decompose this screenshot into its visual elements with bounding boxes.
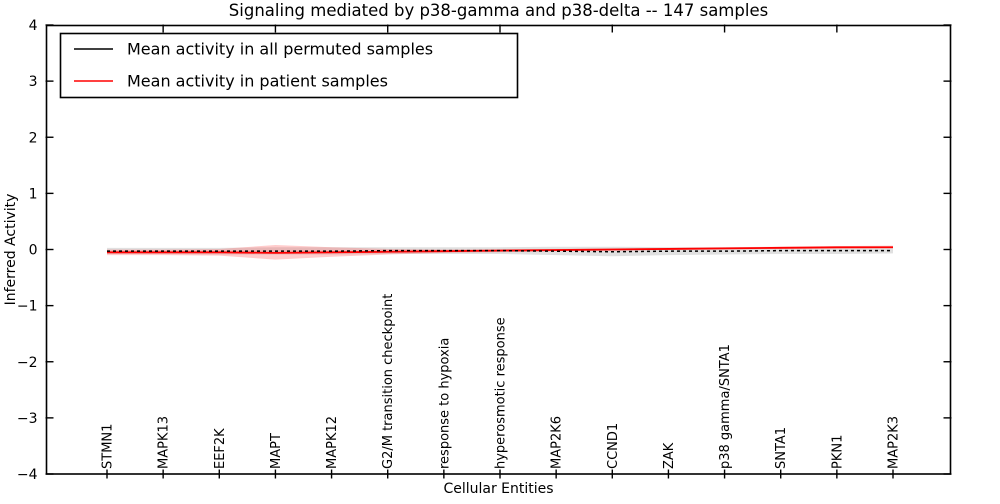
x-category-label: PKN1: [830, 435, 845, 469]
x-category-label: hyperosmotic response: [494, 317, 509, 469]
chart-title: Signaling mediated by p38-gamma and p38-…: [229, 1, 768, 20]
y-tick-label: −2: [17, 355, 38, 371]
x-category-label: p38 gamma/SNTA1: [718, 344, 733, 469]
x-category-label: CCND1: [606, 423, 621, 469]
legend-entry-label: Mean activity in patient samples: [127, 72, 388, 91]
y-tick-label: −4: [17, 467, 38, 483]
x-category-label: MAP2K3: [887, 416, 902, 469]
x-axis-label: Cellular Entities: [443, 481, 553, 497]
y-tick-label: 3: [29, 74, 38, 90]
x-category-label: ZAK: [662, 442, 677, 469]
y-axis-label: Inferred Activity: [3, 194, 19, 306]
x-category-label: MAPK12: [325, 416, 340, 469]
y-tick-label: 2: [29, 130, 38, 146]
series-patient-line: [107, 246, 893, 254]
x-category-label: MAP2K6: [550, 416, 565, 469]
legend-entry-label: Mean activity in all permuted samples: [127, 40, 433, 59]
y-tick-label: −1: [17, 299, 38, 315]
y-tick-label: 1: [29, 186, 38, 202]
legend-box: [59, 32, 519, 99]
x-category-label: STMN1: [101, 424, 116, 469]
x-category-label: EEF2K: [213, 428, 228, 469]
x-category-label: MAPK13: [157, 416, 172, 469]
series-permuted-line: [107, 249, 893, 253]
legend: Mean activity in all permuted samples Mea…: [59, 32, 519, 99]
x-category-label: response to hypoxia: [437, 338, 452, 469]
y-tick-label: −3: [17, 411, 38, 427]
x-category-label: MAPT: [269, 433, 284, 469]
y-tick-label: 4: [29, 18, 38, 34]
x-category-label: G2/M transition checkpoint: [381, 294, 396, 469]
y-tick-label: 0: [29, 243, 38, 259]
x-category-label: SNTA1: [774, 427, 789, 469]
